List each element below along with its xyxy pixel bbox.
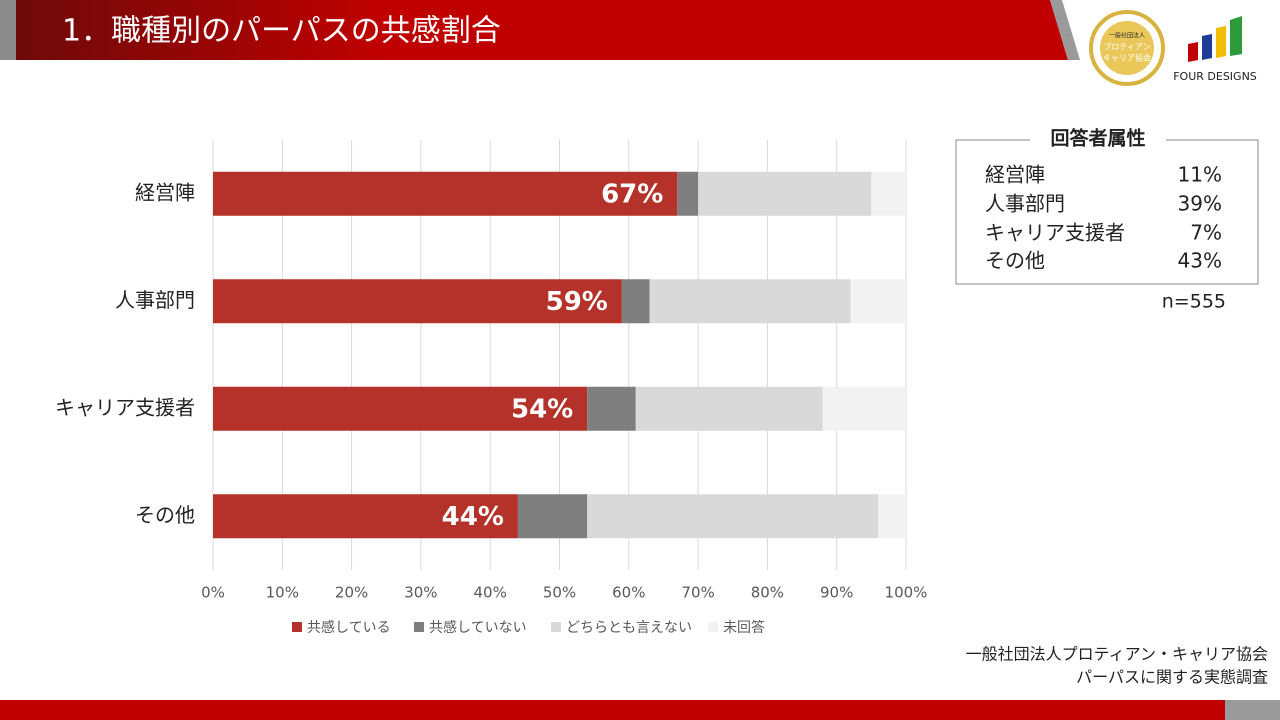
- x-tick-label: 70%: [681, 584, 714, 602]
- legend-label: 共感していない: [429, 619, 527, 636]
- header-bar: [16, 0, 1068, 60]
- box-title-bg: [1030, 128, 1166, 152]
- bar-segment: [587, 386, 636, 431]
- row-value: 7%: [1190, 221, 1222, 245]
- legend-swatch: [414, 622, 424, 632]
- box-title: 回答者属性: [1050, 127, 1145, 150]
- source: 一般社団法人プロティアン・キャリア協会: [966, 645, 1268, 664]
- chart: 0% 10% 20% 30% 40% 50% 60% 70% 80% 90% 100% 経営陣 67% 人…: [55, 140, 927, 636]
- sample-size: n=555: [1162, 291, 1226, 313]
- source: パーパスに関する実態調査: [1076, 668, 1268, 687]
- legend-label: どちらとも言えない: [566, 620, 692, 636]
- bar-segment: [517, 494, 588, 539]
- x-tick-label: 30%: [404, 584, 437, 602]
- footer-bar: [0, 700, 1225, 720]
- row-label: 人事部門: [985, 192, 1065, 216]
- row-label: その他: [985, 249, 1045, 273]
- data-label: 59%: [546, 287, 608, 317]
- y-tick-label: キャリア支援者: [55, 395, 195, 419]
- header-title: 1．職種別のパーパスの共感割合: [62, 14, 501, 49]
- footer-edge: [1225, 700, 1280, 720]
- bar-segment: [621, 279, 650, 324]
- data-label: 44%: [442, 502, 504, 532]
- row-value: 39%: [1178, 192, 1222, 216]
- x-tick-label: 100%: [885, 584, 928, 602]
- brand-logo: FOUR DESIGNS: [1173, 16, 1257, 83]
- bar-segment: [649, 279, 851, 324]
- logo-bar: [1188, 42, 1198, 62]
- x-tick-label: 90%: [820, 584, 853, 602]
- bar-segment: [698, 171, 872, 216]
- bar-segment: [878, 494, 906, 539]
- y-tick-label: その他: [135, 503, 195, 527]
- respondent-box: 回答者属性 経営陣 11% 人事部門 39% キャリア支援者 7% その他 43…: [955, 127, 1259, 313]
- bar-segment: [677, 171, 699, 216]
- bar-segment: [213, 386, 588, 431]
- data-label: 54%: [511, 394, 573, 424]
- legend-label: 共感している: [307, 619, 391, 636]
- logo-bar: [1230, 16, 1242, 56]
- badge-core: [1100, 21, 1154, 75]
- bar-segment: [822, 386, 906, 431]
- x-tick-label: 20%: [335, 584, 368, 602]
- legend-swatch: [551, 622, 561, 632]
- badge-text: キャリア協会: [1103, 53, 1151, 63]
- x-tick-label: 50%: [543, 584, 576, 602]
- bar-segment: [850, 279, 906, 324]
- y-tick-label: 人事部門: [115, 288, 195, 312]
- row-label: キャリア支援者: [985, 221, 1125, 245]
- row-label: 経営陣: [985, 163, 1045, 187]
- logo-bar: [1202, 34, 1212, 60]
- bar-segment: [635, 386, 823, 431]
- logo-bar: [1216, 26, 1226, 58]
- legend-swatch: [708, 622, 718, 632]
- x-tick-label: 60%: [612, 584, 645, 602]
- bar-segment: [871, 171, 906, 216]
- row-value: 43%: [1178, 249, 1222, 273]
- x-tick-label: 40%: [474, 584, 507, 602]
- y-tick-label: 経営陣: [135, 180, 195, 204]
- x-tick-label: 10%: [266, 584, 299, 602]
- legend-swatch: [292, 622, 302, 632]
- badge-logo: 一般社団法人 プロティアン キャリア協会: [1089, 10, 1165, 86]
- x-tick-label: 0%: [201, 584, 225, 602]
- badge-text: プロティアン: [1103, 43, 1150, 52]
- badge-ring: [1089, 10, 1165, 86]
- bar-segment: [213, 171, 678, 216]
- bar-segment: [587, 494, 879, 539]
- brand-name: FOUR DESIGNS: [1173, 70, 1257, 83]
- row-value: 11%: [1178, 163, 1222, 187]
- x-tick-label: 80%: [751, 584, 784, 602]
- header-edge: [1050, 0, 1080, 60]
- badge-text: 一般社団法人: [1109, 32, 1145, 40]
- data-label: 67%: [601, 179, 663, 209]
- bar-segment: [213, 279, 622, 324]
- header-accent: [0, 0, 16, 60]
- bar-segment: [213, 494, 518, 539]
- legend-label: 未回答: [723, 619, 765, 636]
